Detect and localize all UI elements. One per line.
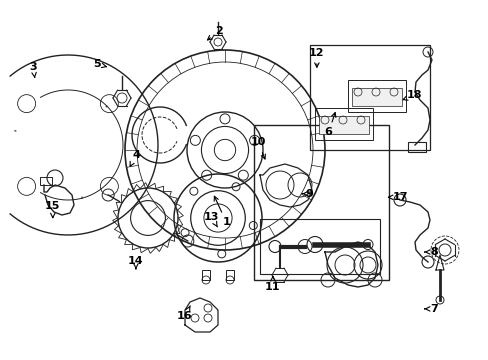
Bar [351,88,401,106]
Text: 12: 12 [308,48,324,67]
Text: 9: 9 [302,189,312,199]
Bar [309,45,429,150]
Text: 14: 14 [128,256,143,269]
Text: 5: 5 [93,59,106,69]
Bar [314,108,372,140]
Circle shape [201,170,211,180]
Bar [260,219,379,274]
Text: 16: 16 [177,306,192,321]
Bar [253,125,388,280]
Circle shape [190,135,200,145]
Text: 8: 8 [424,247,437,257]
Text: 18: 18 [402,90,422,100]
Bar [225,270,234,280]
Bar [407,142,425,152]
Text: 11: 11 [264,276,280,292]
Text: 10: 10 [250,137,265,159]
Bar [202,270,209,280]
Text: 7: 7 [424,304,437,314]
Text: 2: 2 [207,26,223,40]
Text: 15: 15 [45,201,61,218]
Circle shape [249,135,259,145]
Text: 1: 1 [214,196,230,228]
Bar [40,177,52,185]
Circle shape [220,114,229,124]
Text: 17: 17 [388,192,407,202]
Text: 3: 3 [29,62,37,77]
Text: 4: 4 [130,150,140,166]
Bar [318,116,368,134]
Text: 6: 6 [324,113,335,138]
Circle shape [238,170,248,180]
Text: 13: 13 [203,212,219,227]
Bar [347,80,405,112]
